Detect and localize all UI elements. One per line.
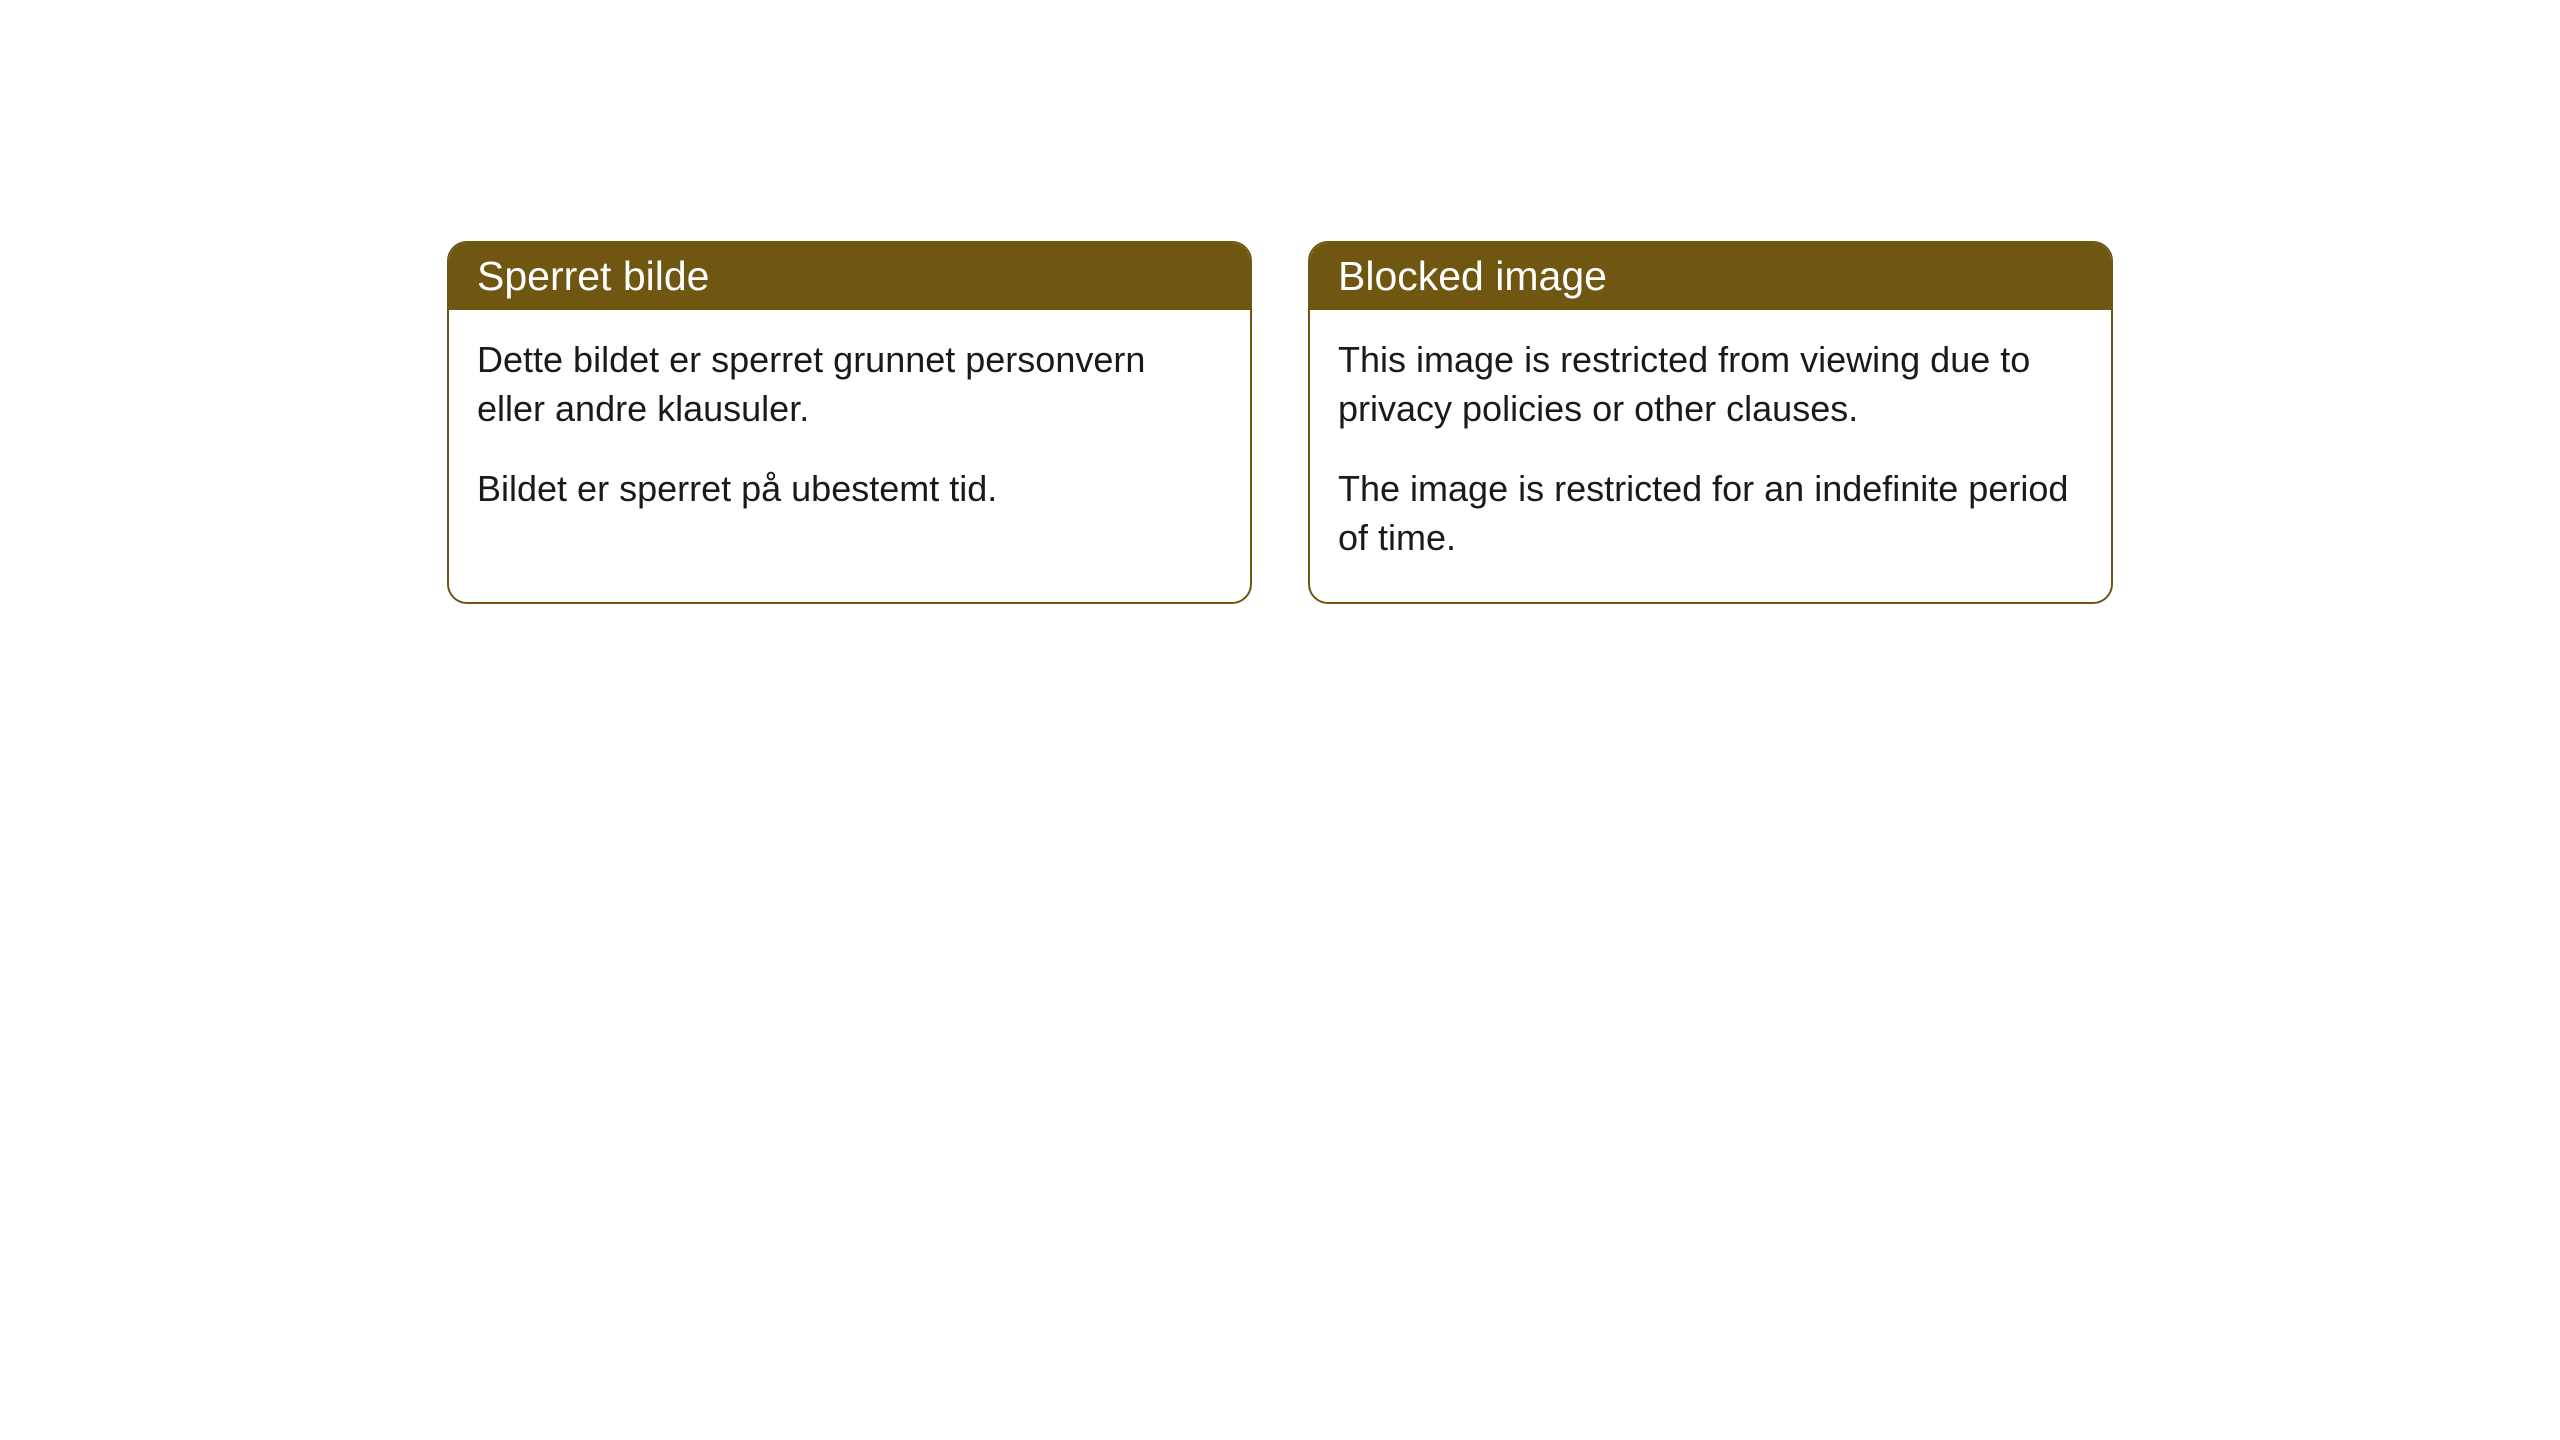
card-body: This image is restricted from viewing du… <box>1310 310 2111 602</box>
card-body: Dette bildet er sperret grunnet personve… <box>449 310 1250 554</box>
card-paragraph: This image is restricted from viewing du… <box>1338 336 2083 433</box>
card-paragraph: Dette bildet er sperret grunnet personve… <box>477 336 1222 433</box>
card-title: Blocked image <box>1310 243 2111 310</box>
notice-cards-container: Sperret bilde Dette bildet er sperret gr… <box>447 241 2113 604</box>
card-paragraph: The image is restricted for an indefinit… <box>1338 465 2083 562</box>
blocked-image-card-norwegian: Sperret bilde Dette bildet er sperret gr… <box>447 241 1252 604</box>
blocked-image-card-english: Blocked image This image is restricted f… <box>1308 241 2113 604</box>
card-paragraph: Bildet er sperret på ubestemt tid. <box>477 465 1222 514</box>
card-title: Sperret bilde <box>449 243 1250 310</box>
